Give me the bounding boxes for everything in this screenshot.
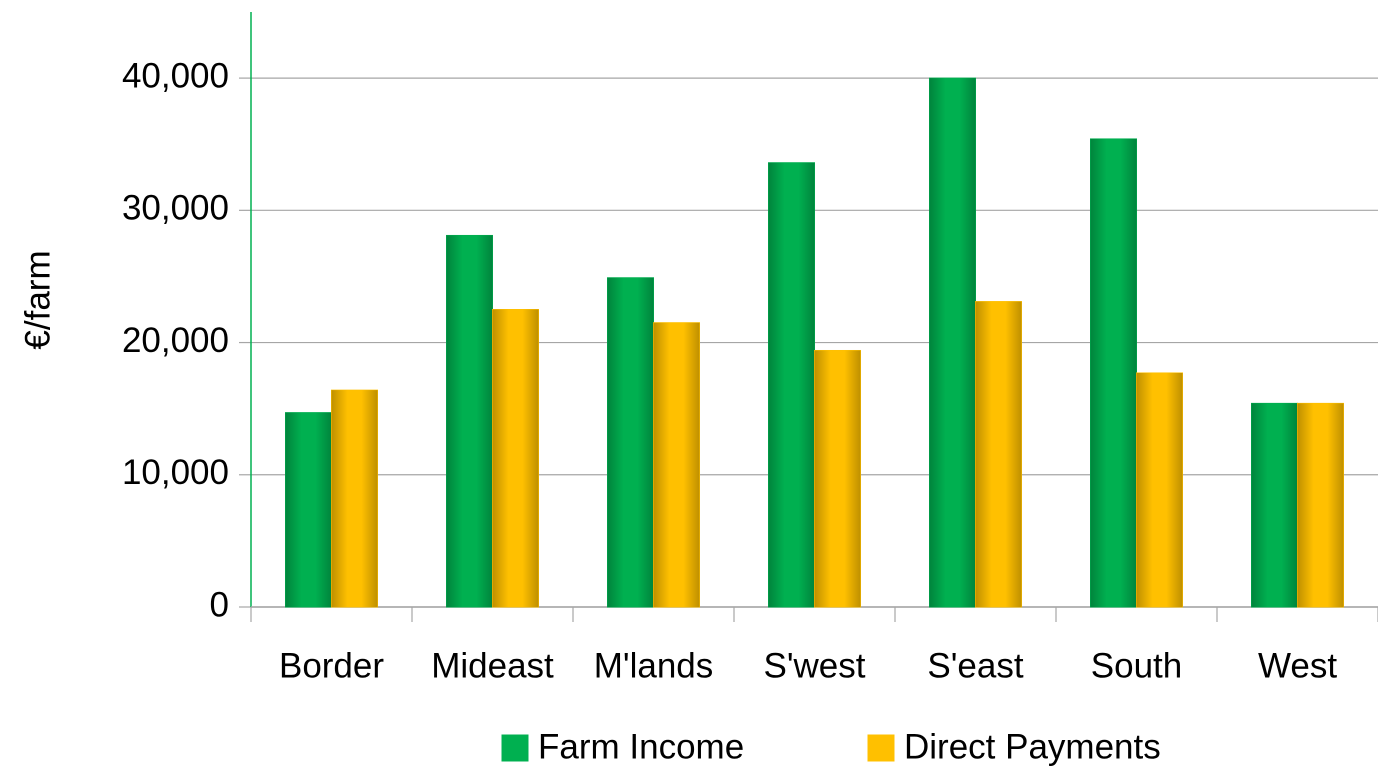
bar	[1136, 372, 1183, 608]
legend-swatch	[867, 734, 895, 762]
x-tick-label: S'west	[764, 646, 866, 685]
y-axis-label: €/farm	[18, 250, 57, 349]
bar	[1090, 138, 1137, 608]
bar	[331, 389, 378, 608]
bar	[929, 77, 976, 608]
bar	[1297, 402, 1344, 608]
x-tick-label: Border	[279, 646, 384, 685]
legend-swatch	[501, 734, 529, 762]
bar	[285, 412, 332, 608]
bar	[607, 277, 654, 608]
legend-label: Farm Income	[538, 727, 744, 766]
y-tick-label: 40,000	[122, 56, 229, 95]
legend-label: Direct Payments	[904, 727, 1161, 766]
bar	[814, 349, 861, 608]
y-tick-label: 0	[210, 585, 229, 624]
bar	[446, 234, 493, 608]
bar	[768, 162, 815, 608]
y-tick-label: 30,000	[122, 189, 229, 228]
x-tick-label: M'lands	[594, 646, 714, 685]
x-tick-label: West	[1258, 646, 1337, 685]
bar	[1251, 402, 1298, 608]
y-tick-label: 20,000	[122, 321, 229, 360]
x-tick-label: Mideast	[431, 646, 554, 685]
x-tick-label: South	[1091, 646, 1182, 685]
bar	[492, 309, 539, 608]
y-tick-label: 10,000	[122, 453, 229, 492]
bar	[653, 322, 700, 608]
bar	[975, 301, 1022, 608]
x-tick-label: S'east	[927, 646, 1023, 685]
